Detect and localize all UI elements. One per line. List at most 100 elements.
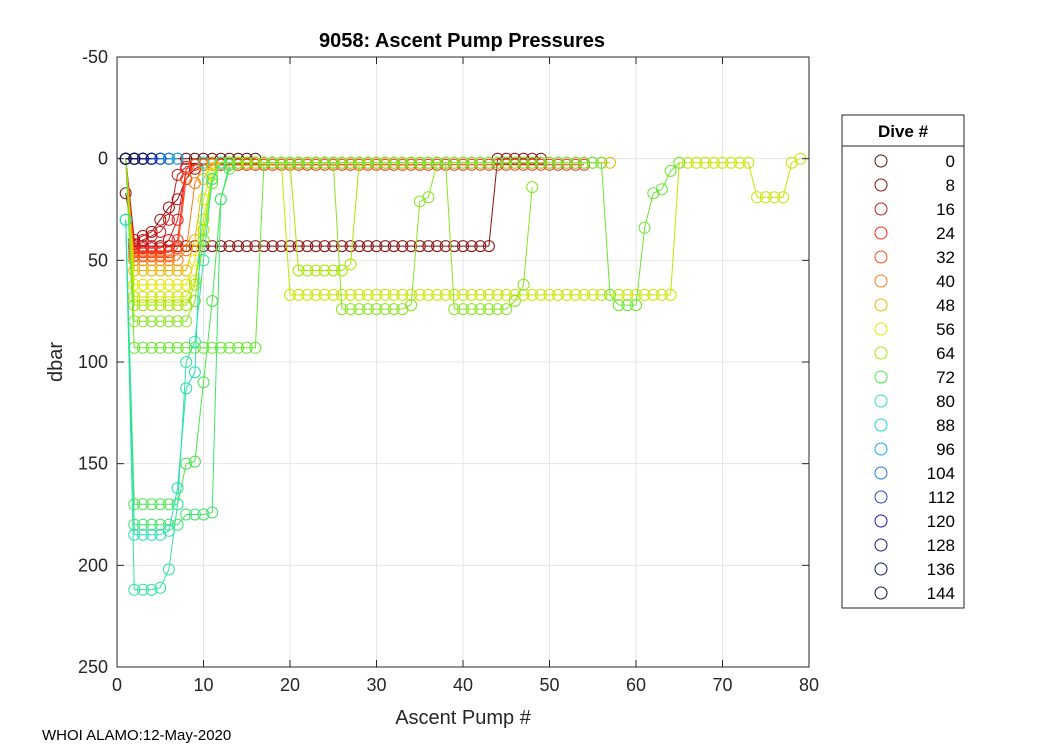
data-point	[491, 156, 504, 169]
series-dive-70	[119, 152, 686, 354]
data-point	[439, 288, 452, 301]
x-axis-label: Ascent Pump #	[395, 707, 532, 729]
legend-entry: 80	[874, 392, 955, 411]
legend-entry: 8	[874, 176, 955, 195]
data-point	[361, 240, 374, 253]
data-point	[327, 264, 340, 277]
data-point	[154, 254, 167, 267]
data-point	[612, 299, 625, 312]
data-point	[309, 288, 322, 301]
data-point	[240, 156, 253, 169]
data-point	[457, 288, 469, 301]
data-point	[335, 240, 348, 253]
data-point	[180, 152, 193, 165]
data-point	[431, 288, 444, 301]
data-point	[180, 341, 193, 354]
data-point	[292, 240, 305, 253]
y-tick-label: -50	[82, 47, 108, 67]
data-point	[266, 156, 279, 169]
data-point	[318, 264, 331, 277]
data-point	[379, 288, 392, 301]
data-point	[448, 288, 461, 301]
y-tick-label: 150	[78, 454, 108, 474]
series-dive-80	[119, 156, 227, 596]
legend-label: 64	[936, 344, 955, 363]
data-point	[465, 288, 478, 301]
data-point	[586, 156, 599, 169]
data-point	[482, 288, 495, 301]
data-point	[284, 288, 296, 301]
series-line	[125, 158, 420, 257]
data-point	[422, 288, 435, 301]
x-tick-label: 70	[712, 675, 732, 695]
data-point	[431, 156, 444, 169]
data-point	[526, 156, 539, 169]
legend-entry: 24	[874, 224, 955, 243]
data-point	[457, 156, 469, 169]
data-point	[180, 457, 193, 470]
data-point	[258, 156, 270, 169]
y-tick-label: 50	[88, 250, 108, 270]
legend-entry: 0	[874, 152, 955, 171]
data-point	[664, 288, 677, 301]
legend-label: 72	[936, 368, 955, 387]
data-point	[301, 264, 314, 277]
legend-entry: 40	[874, 272, 955, 291]
data-point	[474, 240, 487, 253]
data-point	[249, 341, 262, 354]
data-point	[136, 498, 149, 511]
series-line	[125, 162, 222, 591]
data-point	[569, 288, 582, 301]
data-point	[197, 254, 210, 267]
footer-stamp: WHOI ALAMO:12-May-2020	[42, 727, 232, 744]
data-point	[361, 303, 374, 316]
data-point	[145, 264, 158, 277]
data-point	[145, 299, 158, 312]
data-point	[405, 299, 418, 312]
data-point	[405, 240, 418, 253]
data-point	[387, 240, 400, 253]
data-point	[630, 288, 642, 301]
data-point	[275, 156, 288, 169]
series-dive-72	[119, 162, 236, 511]
legend-marker	[874, 322, 888, 336]
legend-entry: 88	[874, 416, 955, 435]
data-point	[353, 303, 366, 316]
y-tick-label: 250	[78, 657, 108, 677]
data-point	[197, 508, 210, 521]
legend-entry: 128	[874, 536, 955, 555]
data-point	[413, 288, 426, 301]
legend-entry: 48	[874, 296, 955, 315]
y-tick-label: 100	[78, 352, 108, 372]
data-point	[136, 290, 149, 303]
data-point	[543, 288, 556, 301]
series-line	[125, 158, 585, 253]
data-point	[249, 156, 262, 169]
data-point	[171, 341, 184, 354]
legend-entry: 32	[874, 248, 955, 267]
data-point	[725, 156, 738, 169]
data-point	[180, 356, 193, 368]
data-point	[145, 341, 158, 354]
x-tick-label: 50	[539, 675, 559, 695]
data-point	[370, 288, 383, 301]
legend-entry: 104	[874, 464, 955, 483]
legend-marker	[874, 538, 888, 552]
data-point	[240, 240, 253, 253]
data-point	[422, 191, 435, 204]
data-point	[171, 299, 184, 312]
data-point	[171, 518, 184, 531]
data-point	[171, 482, 184, 495]
legend-marker	[874, 562, 888, 576]
legend-label: 128	[927, 536, 955, 555]
data-point	[552, 156, 565, 169]
data-point	[136, 518, 149, 531]
data-point	[335, 264, 348, 277]
legend-label: 88	[936, 416, 955, 435]
legend: Dive # 0 8 16 24 32 40 48 56 64 72 80 88 96 104 112 120…	[841, 114, 965, 609]
legend-marker	[874, 466, 888, 480]
legend-label: 136	[927, 560, 955, 579]
data-point	[284, 156, 296, 169]
data-point	[249, 240, 262, 253]
data-point	[517, 278, 530, 291]
